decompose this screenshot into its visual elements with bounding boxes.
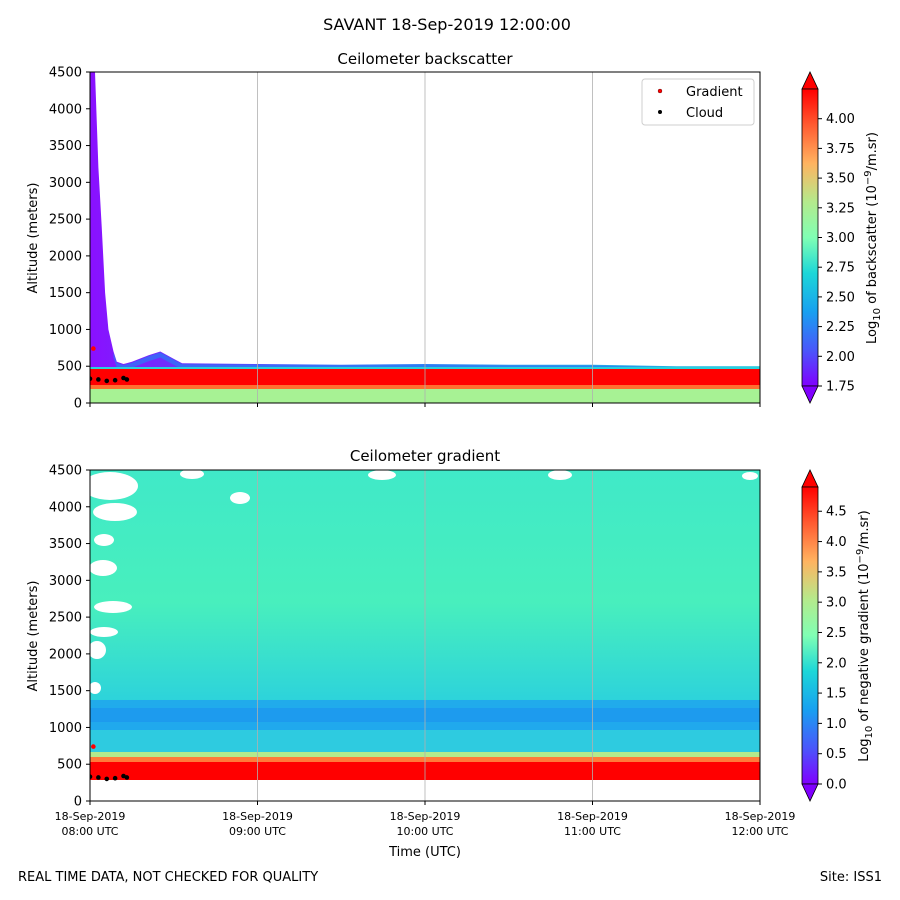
x-tick-label-time-0: 08:00 UTC <box>61 825 118 838</box>
bottom-gridlines <box>257 470 593 801</box>
top-markers <box>90 346 130 384</box>
cloud-point-2 <box>104 776 110 782</box>
top-panel: 0 500 1000 1500 2000 2500 3000 3500 4000 4500 Alt… <box>26 66 883 412</box>
y-tick-label-1000: 1000 <box>49 721 82 736</box>
y-tick-label-1000: 1000 <box>49 323 82 338</box>
bottom-colorbar-label: Log10 of negative gradient (10−9/m.sr) <box>855 510 875 761</box>
gradient-point-0 <box>91 744 96 749</box>
colorbar1-tick-label-2: 2.25 <box>826 320 855 335</box>
bottom-colorbar-bar <box>801 486 819 785</box>
x-tick-label-time-4: 12:00 UTC <box>731 825 788 838</box>
y-tick-label-0: 0 <box>74 795 82 810</box>
top-y-axis: 0 500 1000 1500 2000 2500 3000 3500 4000 4500 <box>49 66 90 412</box>
colorbar2-tick-label-2: 1.0 <box>826 717 847 732</box>
x-tick-label-date-2: 18-Sep-2019 <box>390 810 461 823</box>
x-tick-label-date-0: 18-Sep-2019 <box>55 810 126 823</box>
y-tick-label-500: 500 <box>57 758 82 773</box>
cloud-point-5 <box>124 377 130 382</box>
cloud-point-2 <box>104 378 110 384</box>
bottom-y-axis: 0 500 1000 1500 2000 2500 3000 3500 4000 4500 <box>49 464 90 810</box>
x-tick-label-time-3: 11:00 UTC <box>564 825 621 838</box>
legend-cloud-label: Cloud <box>686 106 723 121</box>
colorbar2-tick-label-4: 2.0 <box>826 656 847 671</box>
legend-cloud-marker <box>658 110 662 114</box>
colorbar1-tick-label-7: 3.50 <box>826 172 855 187</box>
bottom-x-axis: 18-Sep-2019 08:00 UTC 18-Sep-2019 09:00 UTC… <box>55 801 796 838</box>
cloud-point-3 <box>112 775 118 781</box>
y-tick-label-3500: 3500 <box>49 139 82 154</box>
cloud-point-1 <box>96 775 101 780</box>
y-tick-label-1500: 1500 <box>49 684 82 699</box>
colorbar2-tick-label-5: 2.5 <box>826 626 847 641</box>
top-colorbar-label: Log10 of backscatter (10−9/m.sr) <box>863 132 883 344</box>
y-tick-label-2000: 2000 <box>49 647 82 662</box>
colorbar1-tick-label-6: 3.25 <box>826 201 855 216</box>
y-tick-label-3000: 3000 <box>49 176 82 191</box>
legend-gradient-marker <box>657 88 663 94</box>
colorbar1-tick-label-4: 2.75 <box>826 261 855 276</box>
x-tick-label-time-2: 10:00 UTC <box>396 825 453 838</box>
footer-disclaimer: REAL TIME DATA, NOT CHECKED FOR QUALITY <box>18 870 319 885</box>
colorbar2-tick-label-0: 0.0 <box>826 778 847 793</box>
legend: Gradient Cloud <box>641 78 755 126</box>
top-colorbar-bar <box>801 88 819 387</box>
y-tick-label-2500: 2500 <box>49 213 82 228</box>
colorbar1-tick-label-0: 1.75 <box>826 380 855 395</box>
colorbar2-tick-label-7: 3.5 <box>826 565 847 580</box>
top-colorbar: 1.75 2.00 2.25 2.50 2.75 3.00 3.25 3.50 3.75 4.00… <box>801 71 883 404</box>
top-gridlines <box>257 72 593 403</box>
colorbar2-tick-label-9: 4.5 <box>826 505 847 520</box>
gradient-point-0 <box>91 346 96 351</box>
y-tick-label-4500: 4500 <box>49 66 82 81</box>
x-tick-label-date-3: 18-Sep-2019 <box>557 810 628 823</box>
colorbar1-tick-label-3: 2.50 <box>826 290 855 305</box>
x-tick-label-time-1: 09:00 UTC <box>229 825 286 838</box>
colorbar1-tick-label-8: 3.75 <box>826 142 855 157</box>
y-tick-label-3000: 3000 <box>49 574 82 589</box>
y-tick-label-500: 500 <box>57 360 82 375</box>
suptitle: SAVANT 18-Sep-2019 12:00:00 <box>323 15 571 34</box>
y-tick-label-3500: 3500 <box>49 537 82 552</box>
bottom-y-label: Altitude (meters) <box>26 581 41 692</box>
y-tick-label-4000: 4000 <box>49 500 82 515</box>
gradient-missing-data <box>90 470 758 694</box>
cloud-point-0 <box>90 774 93 780</box>
top-colorbar-min-arrow <box>801 385 819 404</box>
y-tick-label-1500: 1500 <box>49 286 82 301</box>
top-y-label: Altitude (meters) <box>26 183 41 294</box>
legend-gradient-label: Gradient <box>686 85 743 100</box>
colorbar2-tick-label-1: 0.5 <box>826 747 847 762</box>
bottom-colorbar-max-arrow <box>801 469 819 488</box>
x-axis-label: Time (UTC) <box>388 845 461 860</box>
footer-site: Site: ISS1 <box>819 870 882 885</box>
y-tick-label-2000: 2000 <box>49 249 82 264</box>
x-tick-label-date-4: 18-Sep-2019 <box>725 810 796 823</box>
bottom-markers <box>90 744 130 782</box>
cloud-point-1 <box>96 377 101 382</box>
y-tick-label-2500: 2500 <box>49 611 82 626</box>
x-tick-label-date-1: 18-Sep-2019 <box>222 810 293 823</box>
bottom-colorbar-min-arrow <box>801 783 819 802</box>
cloud-point-0 <box>90 376 93 382</box>
top-panel-title: Ceilometer backscatter <box>337 50 513 68</box>
cloud-point-5 <box>124 775 130 780</box>
y-tick-label-0: 0 <box>74 397 82 412</box>
colorbar2-tick-label-3: 1.5 <box>826 687 847 702</box>
colorbar1-tick-label-1: 2.00 <box>826 350 855 365</box>
colorbar2-tick-label-8: 4.0 <box>826 535 847 550</box>
bottom-panel-title: Ceilometer gradient <box>350 447 500 465</box>
cloud-point-3 <box>112 377 118 383</box>
colorbar1-tick-label-9: 4.00 <box>826 112 855 127</box>
colorbar1-tick-label-5: 3.00 <box>826 231 855 246</box>
top-x-axis <box>89 403 761 407</box>
top-colorbar-max-arrow <box>801 71 819 90</box>
bottom-panel: 0 500 1000 1500 2000 2500 3000 3500 4000 4500 18-… <box>26 464 875 861</box>
bottom-colorbar: 0.0 0.5 1.0 1.5 2.0 2.5 3.0 3.5 4.0 4.5 Log10 of … <box>801 469 875 802</box>
y-tick-label-4500: 4500 <box>49 464 82 479</box>
colorbar2-tick-label-6: 3.0 <box>826 596 847 611</box>
y-tick-label-4000: 4000 <box>49 102 82 117</box>
